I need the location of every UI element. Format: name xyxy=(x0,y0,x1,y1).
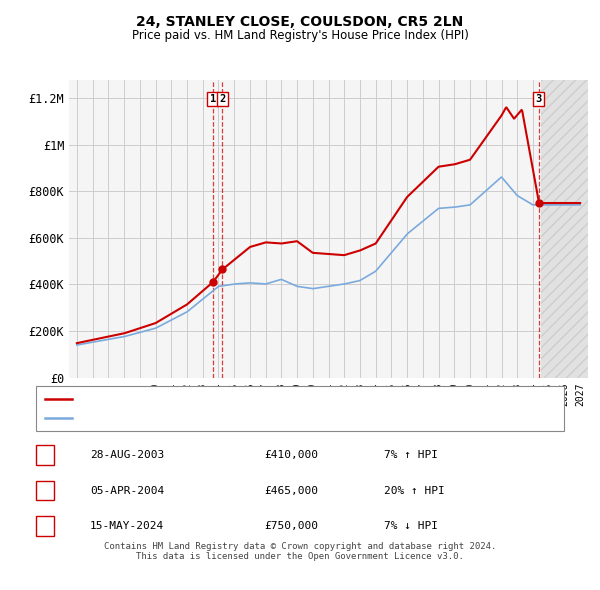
Text: £410,000: £410,000 xyxy=(264,450,318,460)
Text: 7% ↑ HPI: 7% ↑ HPI xyxy=(384,450,438,460)
Text: 2: 2 xyxy=(41,486,49,496)
Text: 28-AUG-2003: 28-AUG-2003 xyxy=(90,450,164,460)
Bar xyxy=(541,80,588,378)
Bar xyxy=(541,80,588,378)
Text: 24, STANLEY CLOSE, COULSDON, CR5 2LN: 24, STANLEY CLOSE, COULSDON, CR5 2LN xyxy=(136,15,464,29)
Text: HPI: Average price, detached house, Croydon: HPI: Average price, detached house, Croy… xyxy=(77,414,346,423)
Text: 3: 3 xyxy=(41,521,49,531)
Text: 3: 3 xyxy=(536,94,542,104)
Text: 1: 1 xyxy=(210,94,216,104)
Text: £465,000: £465,000 xyxy=(264,486,318,496)
Text: £750,000: £750,000 xyxy=(264,521,318,531)
Text: 20% ↑ HPI: 20% ↑ HPI xyxy=(384,486,445,496)
Text: 7% ↓ HPI: 7% ↓ HPI xyxy=(384,521,438,531)
Text: Contains HM Land Registry data © Crown copyright and database right 2024.
This d: Contains HM Land Registry data © Crown c… xyxy=(104,542,496,561)
Text: 1: 1 xyxy=(41,450,49,460)
Text: 15-MAY-2024: 15-MAY-2024 xyxy=(90,521,164,531)
Text: Price paid vs. HM Land Registry's House Price Index (HPI): Price paid vs. HM Land Registry's House … xyxy=(131,30,469,42)
Text: 24, STANLEY CLOSE, COULSDON, CR5 2LN (detached house): 24, STANLEY CLOSE, COULSDON, CR5 2LN (de… xyxy=(77,394,408,404)
Text: 05-APR-2004: 05-APR-2004 xyxy=(90,486,164,496)
Text: 2: 2 xyxy=(220,94,226,104)
